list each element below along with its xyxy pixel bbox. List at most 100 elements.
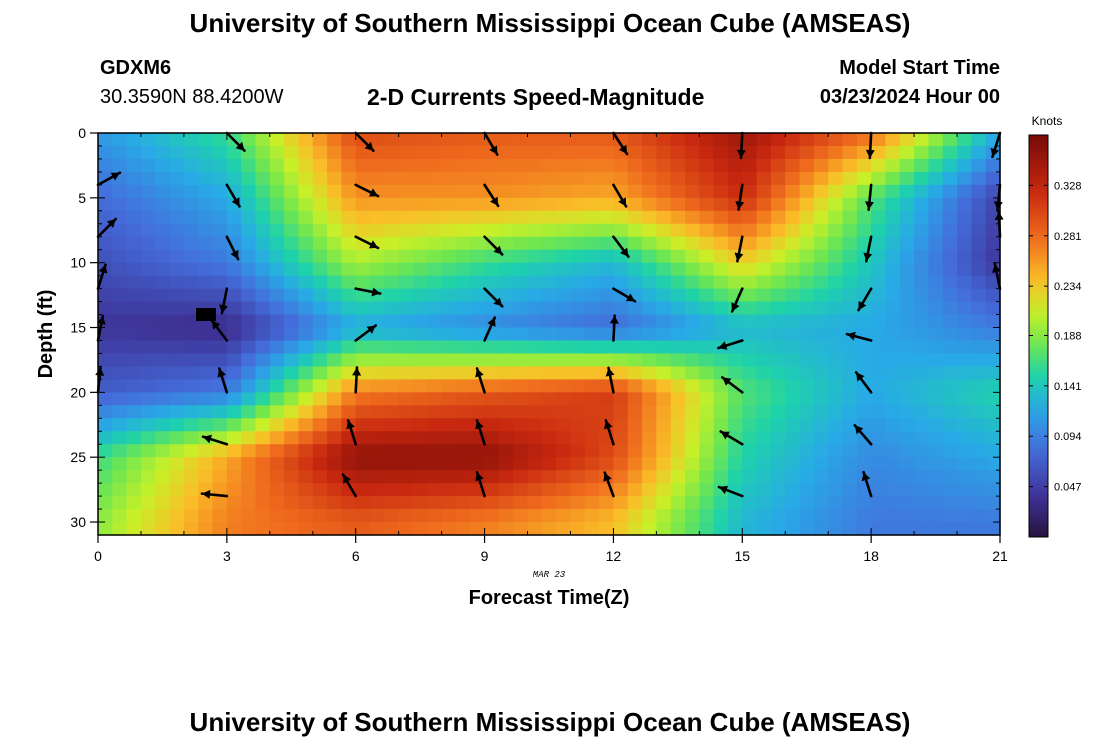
heatmap-cell xyxy=(327,314,342,329)
heatmap-cell xyxy=(713,405,729,419)
heatmap-cell xyxy=(871,405,887,419)
heatmap-cell xyxy=(169,223,185,238)
heatmap-cell xyxy=(842,171,858,186)
heatmap-cell xyxy=(570,496,586,510)
heatmap-cell xyxy=(842,262,858,277)
heatmap-cell xyxy=(770,353,786,368)
heatmap-cell xyxy=(169,314,185,329)
heatmap-cell xyxy=(599,457,615,471)
heatmap-cell xyxy=(98,197,113,212)
heatmap-cell xyxy=(541,210,557,225)
heatmap-cell xyxy=(355,236,371,251)
heatmap-cell xyxy=(570,431,586,445)
heatmap-cell xyxy=(140,483,156,497)
heatmap-cell xyxy=(155,392,171,406)
heatmap-cell xyxy=(971,470,987,484)
heatmap-cell xyxy=(441,327,457,342)
heatmap-cell xyxy=(155,275,171,290)
heatmap-cell xyxy=(971,522,987,536)
heatmap-cell xyxy=(570,457,586,471)
footer-title: University of Southern Mississippi Ocean… xyxy=(189,707,911,737)
model-start-value: 03/23/2024 Hour 00 xyxy=(819,86,1000,108)
heatmap-cell xyxy=(541,418,557,432)
heatmap-cell xyxy=(670,379,686,393)
heatmap-cell xyxy=(713,496,729,510)
heatmap-cell xyxy=(584,184,600,199)
heatmap-cell xyxy=(370,275,385,290)
heatmap-cell xyxy=(756,197,772,212)
heatmap-cell xyxy=(742,431,758,445)
heatmap-cell xyxy=(484,171,500,186)
heatmap-cell xyxy=(341,223,357,238)
heatmap-cell xyxy=(828,457,844,471)
heatmap-cell xyxy=(656,223,672,238)
heatmap-cell xyxy=(556,262,572,277)
heatmap-cell xyxy=(470,340,486,355)
heatmap-cell xyxy=(613,223,629,238)
heatmap-cell xyxy=(498,197,514,212)
heatmap-cell xyxy=(685,379,700,393)
heatmap-cell xyxy=(914,223,930,238)
heatmap-cell xyxy=(470,288,486,303)
heatmap-cell xyxy=(885,457,901,471)
heatmap-cell xyxy=(770,133,786,147)
heatmap-cell xyxy=(298,236,314,251)
heatmap-cell xyxy=(813,210,829,225)
heatmap-cell xyxy=(284,314,300,329)
heatmap-cell xyxy=(957,340,972,355)
heatmap-cell xyxy=(412,418,428,432)
heatmap-cell xyxy=(241,210,257,225)
heatmap-cell xyxy=(241,236,257,251)
heatmap-cell xyxy=(212,223,228,238)
heatmap-cell xyxy=(556,314,572,329)
heatmap-cell xyxy=(899,327,915,342)
heatmap-cell xyxy=(570,171,586,186)
heatmap-cell xyxy=(627,470,643,484)
heatmap-cell xyxy=(198,288,214,303)
heatmap-cell xyxy=(312,496,328,510)
heatmap-cell xyxy=(599,496,615,510)
heatmap-cell xyxy=(398,379,414,393)
heatmap-cell xyxy=(713,314,729,329)
heatmap-cell xyxy=(770,496,786,510)
heatmap-cell xyxy=(255,340,271,355)
heatmap-cell xyxy=(298,133,314,147)
heatmap-cell xyxy=(355,483,371,497)
heatmap-cell xyxy=(183,353,199,368)
heatmap-cell xyxy=(770,327,786,342)
heatmap-cell xyxy=(971,184,987,199)
heatmap-cell xyxy=(527,327,543,342)
heatmap-cell xyxy=(914,483,930,497)
heatmap-cell xyxy=(556,249,572,264)
colorbar-tick-label: 0.188 xyxy=(1054,330,1082,342)
heatmap-cell xyxy=(756,366,772,380)
heatmap-cell xyxy=(770,145,786,160)
heatmap-cell xyxy=(756,509,772,523)
current-vector xyxy=(612,235,630,259)
heatmap-cell xyxy=(327,470,342,484)
heatmap-cell xyxy=(527,522,543,536)
heatmap-cell xyxy=(856,262,872,277)
heatmap-cell xyxy=(183,405,199,419)
heatmap-cell xyxy=(470,444,486,458)
heatmap-cell xyxy=(971,314,987,329)
heatmap-cell xyxy=(527,171,543,186)
heatmap-cell xyxy=(513,145,529,160)
heatmap-cell xyxy=(412,145,428,160)
heatmap-cell xyxy=(355,418,371,432)
heatmap-cell xyxy=(685,145,700,160)
heatmap-cell xyxy=(985,379,1001,393)
heatmap-cell xyxy=(513,470,529,484)
heatmap-cell xyxy=(556,418,572,432)
heatmap-cell xyxy=(126,418,142,432)
heatmap-cell xyxy=(828,223,844,238)
heatmap-cell xyxy=(384,405,400,419)
heatmap-cell xyxy=(198,210,214,225)
heatmap-cell xyxy=(341,171,357,186)
heatmap-cell xyxy=(928,236,944,251)
heatmap-cell xyxy=(742,470,758,484)
heatmap-cell xyxy=(599,301,615,316)
heatmap-cell xyxy=(613,470,629,484)
heatmap-cell xyxy=(355,223,371,238)
heatmap-cell xyxy=(699,262,715,277)
